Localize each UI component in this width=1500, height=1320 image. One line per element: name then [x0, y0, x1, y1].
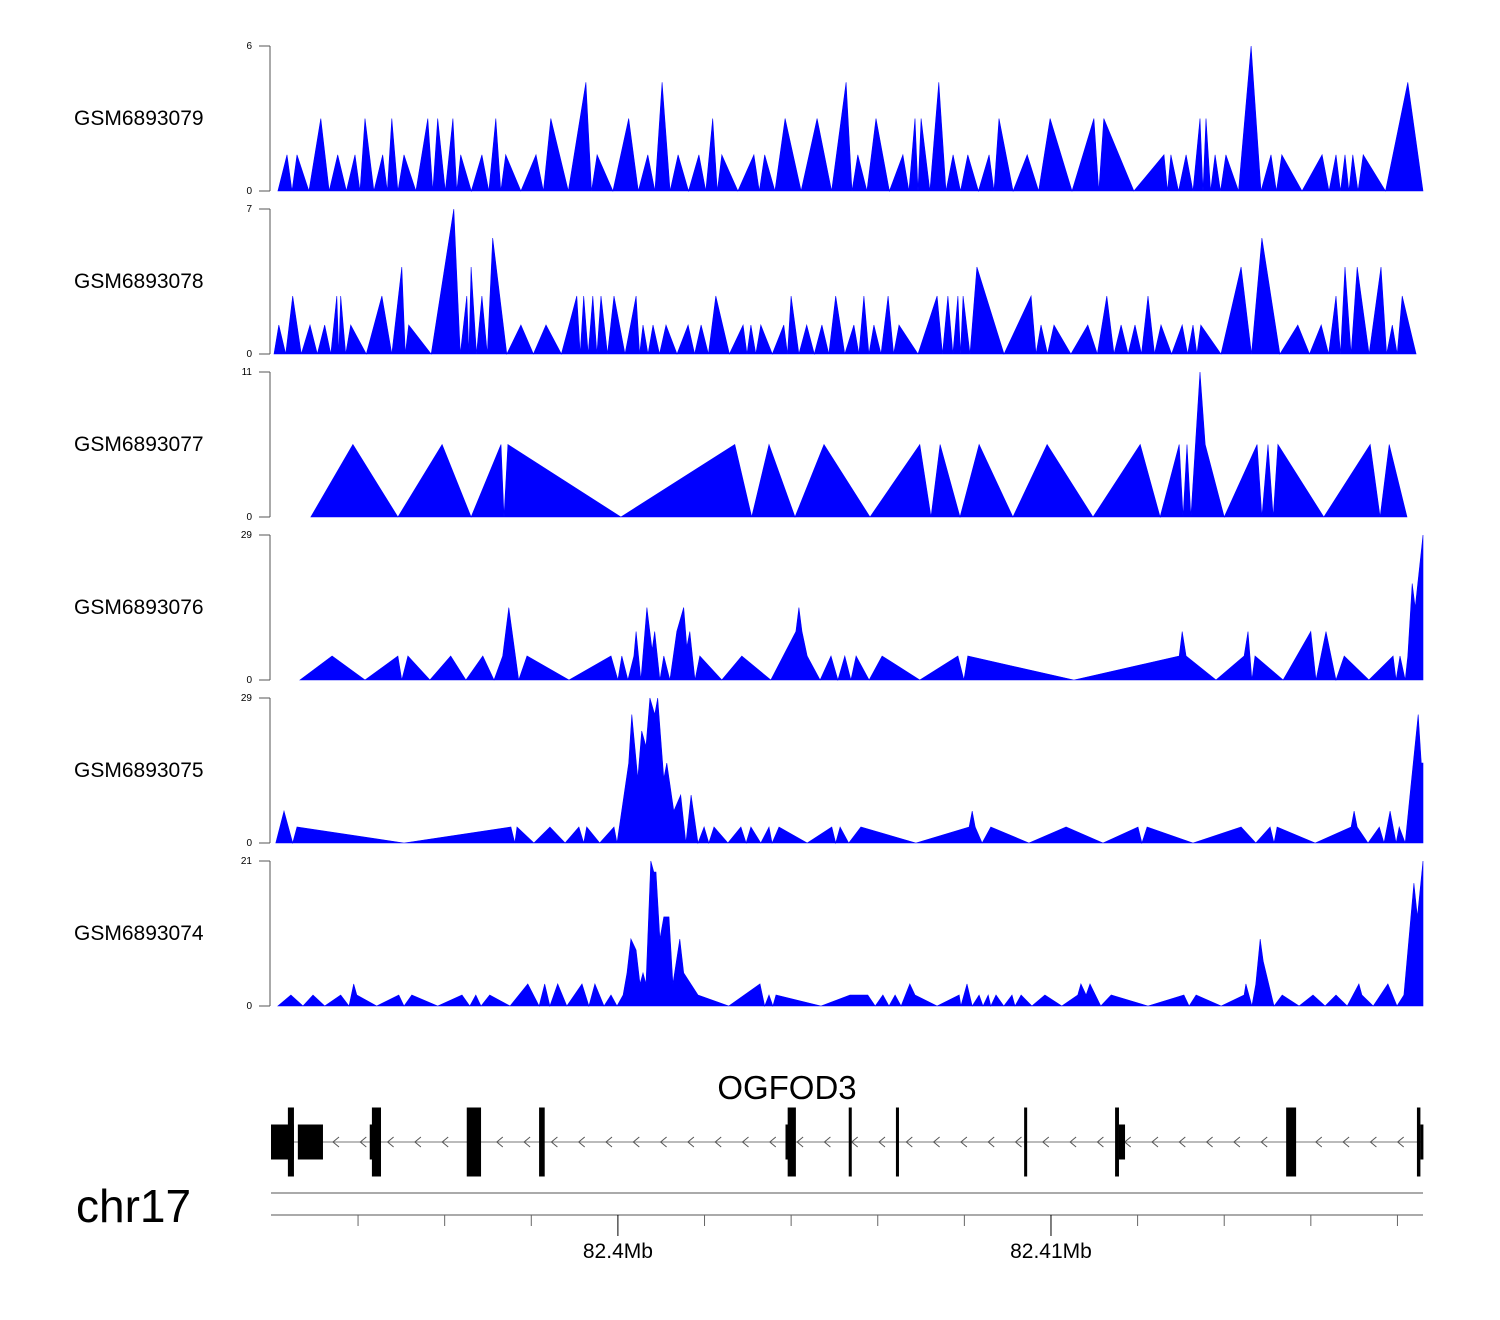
strand-arrow-icon	[905, 1136, 913, 1148]
strand-arrow-icon	[1014, 1136, 1022, 1148]
y-tick-label-min: 0	[246, 349, 252, 360]
strand-arrow-icon	[386, 1136, 394, 1148]
strand-arrow-icon	[932, 1136, 940, 1148]
exon-cds	[1416, 1107, 1421, 1177]
exon-cds	[1024, 1107, 1028, 1177]
coverage-area-GSM6893079	[277, 45, 1424, 193]
strand-arrow-icon	[1315, 1136, 1323, 1148]
y-tick-label-max: 29	[241, 530, 253, 541]
strand-arrow-icon	[577, 1136, 586, 1148]
track-GSM6893074: GSM6893074 21 0	[74, 856, 1424, 1012]
exon-utr	[785, 1124, 789, 1160]
exon-cds	[371, 1107, 382, 1177]
y-tick-label-max: 6	[246, 41, 252, 52]
strand-arrow-icon	[441, 1136, 449, 1148]
exon-cds	[287, 1107, 294, 1177]
strand-arrow-icon	[796, 1136, 804, 1148]
strand-arrow-icon	[1369, 1136, 1377, 1148]
strand-arrow-icon	[687, 1136, 695, 1148]
track-GSM6893078: GSM6893078 7 0	[74, 204, 1417, 360]
gene-track: OGFOD3	[271, 1069, 1424, 1177]
strand-arrow-icon	[359, 1136, 367, 1148]
coverage-area-GSM6893075	[275, 697, 1424, 845]
strand-arrow-icon	[1069, 1136, 1077, 1148]
strand-arrow-icon	[550, 1136, 558, 1148]
strand-arrow-icon	[332, 1136, 340, 1148]
track-GSM6893076: GSM6893076 29 0	[74, 530, 1424, 686]
strand-arrow-icon	[769, 1136, 777, 1148]
strand-arrow-icon	[1233, 1136, 1241, 1148]
y-tick-label-max: 11	[242, 367, 253, 378]
strand-arrow-icon	[1396, 1136, 1405, 1148]
axis-tick-label: 82.41Mb	[1010, 1240, 1092, 1263]
chromosome-label: chr17	[76, 1180, 191, 1232]
track-GSM6893079: GSM6893079 6 0	[74, 41, 1424, 197]
exon-cds	[895, 1107, 899, 1177]
strand-arrow-icon	[714, 1136, 722, 1148]
strand-arrow-icon	[1042, 1136, 1050, 1148]
strand-arrow-icon	[1260, 1136, 1268, 1148]
exon-utr	[1420, 1124, 1424, 1160]
strand-arrow-icon	[523, 1136, 531, 1148]
strand-arrow-icon	[1342, 1136, 1350, 1148]
y-tick-label-max: 21	[241, 856, 253, 867]
strand-arrow-icon	[1178, 1136, 1186, 1148]
strand-arrow-icon	[1096, 1136, 1104, 1148]
coverage-area-GSM6893078	[273, 208, 1417, 356]
y-tick-label-max: 7	[246, 204, 252, 215]
y-tick-label-min: 0	[246, 675, 252, 686]
strand-arrow-icon	[1205, 1136, 1213, 1148]
y-tick-label-max: 29	[241, 693, 253, 704]
strand-arrow-icon	[659, 1136, 667, 1148]
coverage-area-GSM6893077	[310, 371, 1408, 519]
y-tick-label-min: 0	[246, 512, 252, 523]
y-tick-label-min: 0	[246, 186, 252, 197]
track-label: GSM6893078	[74, 270, 204, 293]
coverage-area-GSM6893074	[277, 860, 1424, 1008]
exon-cds	[787, 1107, 796, 1177]
strand-arrow-icon	[632, 1136, 640, 1148]
track-GSM6893077: GSM6893077 11 0	[74, 367, 1408, 523]
strand-arrow-icon	[878, 1136, 886, 1148]
track-label: GSM6893075	[74, 759, 204, 782]
exon-utr	[1118, 1124, 1126, 1160]
gene-name-label: OGFOD3	[717, 1069, 856, 1106]
exon-cds	[466, 1107, 482, 1177]
strand-arrow-icon	[1151, 1136, 1159, 1148]
strand-arrow-icon	[987, 1136, 995, 1148]
strand-arrow-icon	[414, 1136, 422, 1148]
exon-cds	[848, 1107, 852, 1177]
strand-arrow-icon	[496, 1136, 504, 1148]
coverage-area-GSM6893076	[299, 534, 1424, 682]
strand-arrow-icon	[741, 1136, 749, 1148]
exon-utr	[369, 1124, 373, 1160]
data-tracks: GSM689307960GSM689307870GSM6893077110GSM…	[74, 41, 1424, 1012]
exon-cds	[1286, 1107, 1297, 1177]
strand-arrow-icon	[960, 1136, 968, 1148]
exon-utr	[297, 1124, 323, 1160]
genome-axis: chr17 82.4Mb 82.41Mb	[76, 1180, 1423, 1263]
strand-arrow-icon	[823, 1136, 831, 1148]
y-tick-label-min: 0	[246, 1001, 252, 1012]
y-tick-label-min: 0	[246, 838, 252, 849]
axis-tick-label: 82.4Mb	[583, 1240, 653, 1263]
track-GSM6893075: GSM6893075 29 0	[74, 693, 1424, 849]
track-label: GSM6893077	[74, 433, 204, 456]
exon-cds	[539, 1107, 545, 1177]
track-label: GSM6893076	[74, 596, 204, 619]
track-label: GSM6893074	[74, 922, 204, 945]
track-label: GSM6893079	[74, 107, 204, 130]
exon-cds	[1115, 1107, 1119, 1177]
strand-arrow-icon	[605, 1136, 613, 1148]
